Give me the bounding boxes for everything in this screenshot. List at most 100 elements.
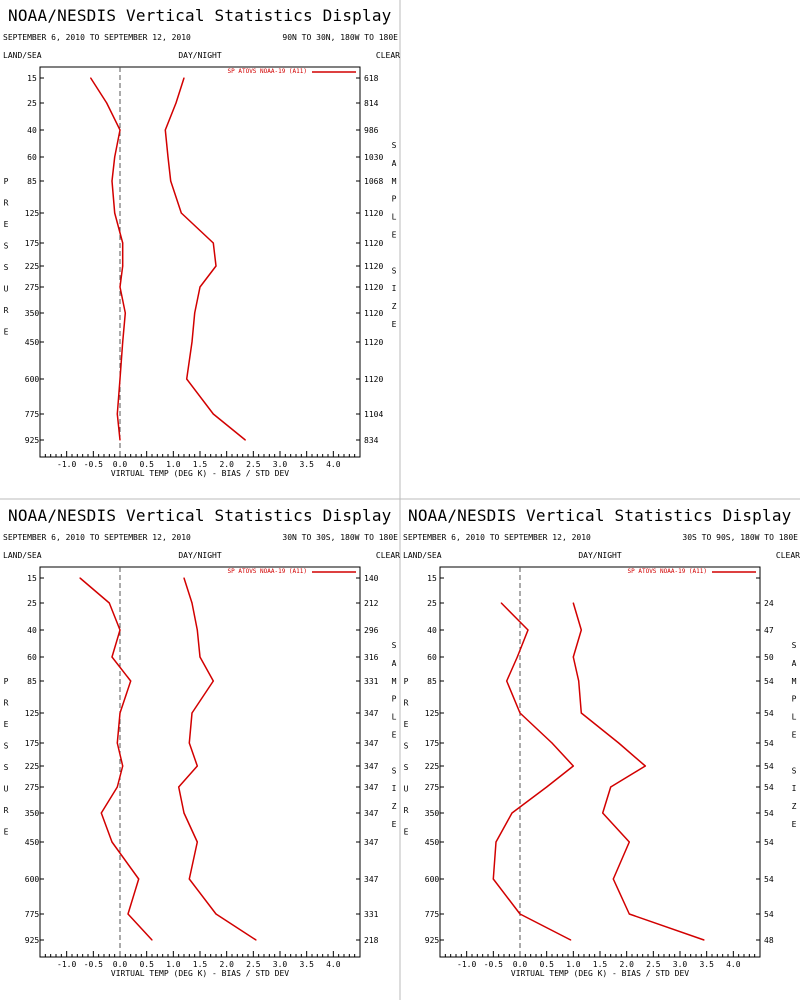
- sample-size-label: 814: [364, 99, 379, 108]
- day-night-label: DAY/NIGHT: [578, 551, 622, 560]
- clear-label: CLEAR: [376, 551, 400, 560]
- pressure-level-label: 925: [25, 436, 40, 445]
- x-tick-label: -0.5: [484, 960, 503, 969]
- sample-size-vertical-letter: L: [392, 213, 397, 222]
- pressure-level-label: 25: [27, 599, 37, 608]
- panel-title: NOAA/NESDIS Vertical Statistics Display: [408, 506, 792, 525]
- pressure-vertical-letter: R: [404, 806, 409, 815]
- pressure-vertical-letter: E: [4, 720, 9, 729]
- data-point-std-dev: [183, 77, 185, 79]
- sample-size-label: 47: [764, 626, 774, 635]
- pressure-level-label: 225: [425, 762, 440, 771]
- data-point-bias: [124, 312, 126, 314]
- data-point-bias: [127, 913, 129, 915]
- data-point-bias: [492, 878, 494, 880]
- data-point-bias: [572, 765, 574, 767]
- sample-size-label: 54: [764, 677, 774, 686]
- sample-size-label: 24: [764, 599, 774, 608]
- sample-size-vertical-letter: I: [392, 284, 397, 293]
- sample-size-label: 54: [764, 838, 774, 847]
- x-tick-label: 1.5: [593, 960, 608, 969]
- pressure-level-label: 175: [425, 739, 440, 748]
- data-point-std-dev: [644, 765, 646, 767]
- sample-size-label: 1120: [364, 209, 383, 218]
- date-range: SEPTEMBER 6, 2010 TO SEPTEMBER 12, 2010: [403, 533, 591, 542]
- data-point-bias: [79, 577, 81, 579]
- x-tick-label: 1.0: [166, 460, 181, 469]
- pressure-vertical-letter: E: [4, 828, 9, 837]
- data-point-bias: [122, 765, 124, 767]
- pressure-level-label: 15: [27, 574, 37, 583]
- sample-size-label: 140: [364, 574, 379, 583]
- pressure-vertical-letter: S: [404, 763, 409, 772]
- pressure-level-label: 60: [27, 153, 37, 162]
- sample-size-label: 1120: [364, 283, 383, 292]
- x-tick-label: -0.5: [84, 960, 103, 969]
- pressure-vertical-letter: U: [4, 785, 9, 794]
- sample-size-label: 54: [764, 910, 774, 919]
- data-point-bias: [114, 212, 116, 214]
- day-night-label: DAY/NIGHT: [178, 551, 222, 560]
- sample-size-vertical-letter: Z: [392, 802, 397, 811]
- date-range: SEPTEMBER 6, 2010 TO SEPTEMBER 12, 2010: [3, 533, 191, 542]
- sample-size-vertical-letter: E: [392, 820, 397, 829]
- data-point-std-dev: [628, 913, 630, 915]
- stats-panel-1: NOAA/NESDIS Vertical Statistics Display S…: [3, 6, 400, 478]
- data-point-bias: [106, 102, 108, 104]
- sample-size-label: 218: [364, 936, 379, 945]
- pressure-level-label: 85: [27, 177, 37, 186]
- x-tick-label: 3.5: [299, 960, 314, 969]
- series-line-bias: [90, 77, 127, 441]
- pressure-level-label: 15: [427, 574, 437, 583]
- data-point-std-dev: [183, 812, 185, 814]
- pressure-level-label: 350: [25, 309, 40, 318]
- sample-size-vertical-letter: S: [792, 641, 797, 650]
- sample-size-label: 1120: [364, 375, 383, 384]
- clear-label: CLEAR: [776, 551, 800, 560]
- x-tick-label: -0.5: [84, 460, 103, 469]
- data-point-std-dev: [188, 878, 190, 880]
- pressure-level-label: 40: [27, 626, 37, 635]
- pressure-vertical-letter: S: [4, 742, 9, 751]
- data-point-bias: [116, 786, 118, 788]
- data-point-bias: [119, 129, 121, 131]
- pressure-level-label: 175: [25, 739, 40, 748]
- pressure-vertical-letter: E: [4, 220, 9, 229]
- pressure-level-label: 125: [425, 709, 440, 718]
- data-point-bias: [108, 602, 110, 604]
- data-point-bias: [111, 180, 113, 182]
- data-point-std-dev: [215, 913, 217, 915]
- data-point-std-dev: [191, 602, 193, 604]
- data-point-std-dev: [196, 629, 198, 631]
- sample-size-vertical-letter: E: [392, 231, 397, 240]
- sample-size-vertical-letter: I: [392, 784, 397, 793]
- sample-size-vertical-letter: S: [392, 266, 397, 275]
- x-tick-label: 2.0: [219, 460, 234, 469]
- pressure-vertical-letter: R: [404, 699, 409, 708]
- sample-size-label: 50: [764, 653, 774, 662]
- data-point-bias: [516, 656, 518, 658]
- sample-size-label: 331: [364, 677, 379, 686]
- data-point-std-dev: [167, 156, 169, 158]
- pressure-level-label: 60: [427, 653, 437, 662]
- sample-size-label: 54: [764, 783, 774, 792]
- sample-size-vertical-letter: I: [792, 784, 797, 793]
- pressure-level-label: 775: [425, 910, 440, 919]
- data-point-bias: [138, 878, 140, 880]
- x-tick-label: 3.0: [273, 960, 288, 969]
- sample-size-label: 347: [364, 809, 379, 818]
- pressure-level-label: 225: [25, 762, 40, 771]
- data-point-bias: [122, 265, 124, 267]
- pressure-level-label: 600: [25, 875, 40, 884]
- sample-size-label: 316: [364, 653, 379, 662]
- data-point-std-dev: [610, 786, 612, 788]
- data-point-bias: [519, 712, 521, 714]
- legend-label: SP ATOVS NOAA-19 (A11): [228, 568, 307, 575]
- data-point-std-dev: [164, 129, 166, 131]
- region-label: 30S TO 90S, 180W TO 180E: [682, 533, 798, 542]
- plot-frame: [39, 66, 361, 458]
- sample-size-label: 347: [364, 709, 379, 718]
- x-tick-label: 3.5: [299, 460, 314, 469]
- pressure-level-label: 925: [425, 936, 440, 945]
- sample-size-label: 347: [364, 739, 379, 748]
